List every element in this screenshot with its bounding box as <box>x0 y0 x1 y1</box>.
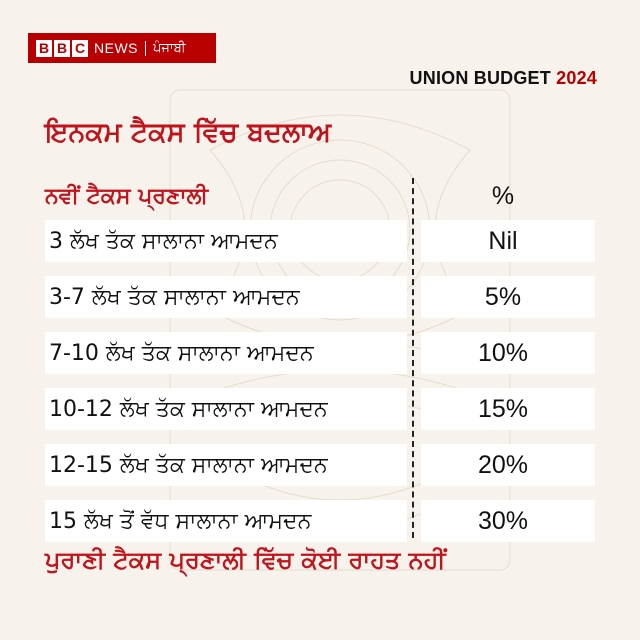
language-label: ਪੰਜਾਬੀ <box>153 40 186 56</box>
bbc-block: C <box>72 39 88 57</box>
bbc-block: B <box>36 39 52 57</box>
table-row: 12-15 ਲੱਖ ਤੱਕ ਸਾਲਾਨਾ ਆਮਦਨ 20% <box>45 444 595 486</box>
slab-label: 12-15 ਲੱਖ ਤੱਕ ਸਾਲਾਨਾ ਆਮਦਨ <box>49 452 328 478</box>
bbc-punjabi-logo: B B C NEWS ਪੰਜਾਬੀ <box>28 33 216 63</box>
slab-rate: 5% <box>484 282 522 311</box>
footer-note: ਪੁਰਾਣੀ ਟੈਕਸ ਪ੍ਰਣਾਲੀ ਵਿੱਚ ਕੋਈ ਰਾਹਤ ਨਹੀਂ <box>45 546 446 574</box>
table-row: 3-7 ਲੱਖ ਤੱਕ ਸਾਲਾਨਾ ਆਮਦਨ 5% <box>45 276 595 318</box>
slab-label: 15 ਲੱਖ ਤੋਂ ਵੱਧ ਸਾਲਾਨਾ ਆਮਦਨ <box>49 508 312 534</box>
table-row: 10-12 ਲੱਖ ਤੱਕ ਸਾਲਾਨਾ ਆਮਦਨ 15% <box>45 388 595 430</box>
table-header-rate: % <box>491 181 515 210</box>
budget-title: UNION BUDGET 2024 <box>410 68 597 89</box>
slab-rate: 10% <box>477 338 529 367</box>
table-row: 7-10 ਲੱਖ ਤੱਕ ਸਾਲਾਨਾ ਆਮਦਨ 10% <box>45 332 595 374</box>
slab-rate: Nil <box>488 226 518 255</box>
slab-label: 3-7 ਲੱਖ ਤੱਕ ਸਾਲਾਨਾ ਆਮਦਨ <box>49 284 300 310</box>
slab-label: 10-12 ਲੱਖ ਤੱਕ ਸਾਲਾਨਾ ਆਮਦਨ <box>49 396 328 422</box>
column-divider <box>412 178 414 538</box>
bbc-block: B <box>54 39 70 57</box>
budget-year: 2024 <box>556 68 597 88</box>
page-title: ਇਨਕਮ ਟੈਕਸ ਵਿੱਚ ਬਦਲਾਅ <box>45 117 332 148</box>
logo-divider <box>145 40 146 56</box>
table-row: 15 ਲੱਖ ਤੋਂ ਵੱਧ ਸਾਲਾਨਾ ਆਮਦਨ 30% <box>45 500 595 542</box>
slab-rate: 15% <box>477 394 529 423</box>
table-header-label: ਨਵੀਂ ਟੈਕਸ ਪ੍ਰਣਾਲੀ <box>45 183 209 209</box>
slab-rate: 30% <box>477 506 529 535</box>
slab-label: 3 ਲੱਖ ਤੱਕ ਸਾਲਾਨਾ ਆਮਦਨ <box>49 228 278 254</box>
news-label: NEWS <box>94 40 138 56</box>
slab-rate: 20% <box>477 450 529 479</box>
table-row: 3 ਲੱਖ ਤੱਕ ਸਾਲਾਨਾ ਆਮਦਨ Nil <box>45 220 595 262</box>
budget-label: UNION BUDGET <box>409 68 551 88</box>
tax-slab-table: ਨਵੀਂ ਟੈਕਸ ਪ੍ਰਣਾਲੀ % 3 ਲੱਖ ਤੱਕ ਸਾਲਾਨਾ ਆਮਦ… <box>45 178 595 556</box>
slab-label: 7-10 ਲੱਖ ਤੱਕ ਸਾਲਾਨਾ ਆਮਦਨ <box>49 340 314 366</box>
table-header-row: ਨਵੀਂ ਟੈਕਸ ਪ੍ਰਣਾਲੀ % <box>45 178 595 214</box>
bbc-blocks: B B C <box>36 39 88 57</box>
